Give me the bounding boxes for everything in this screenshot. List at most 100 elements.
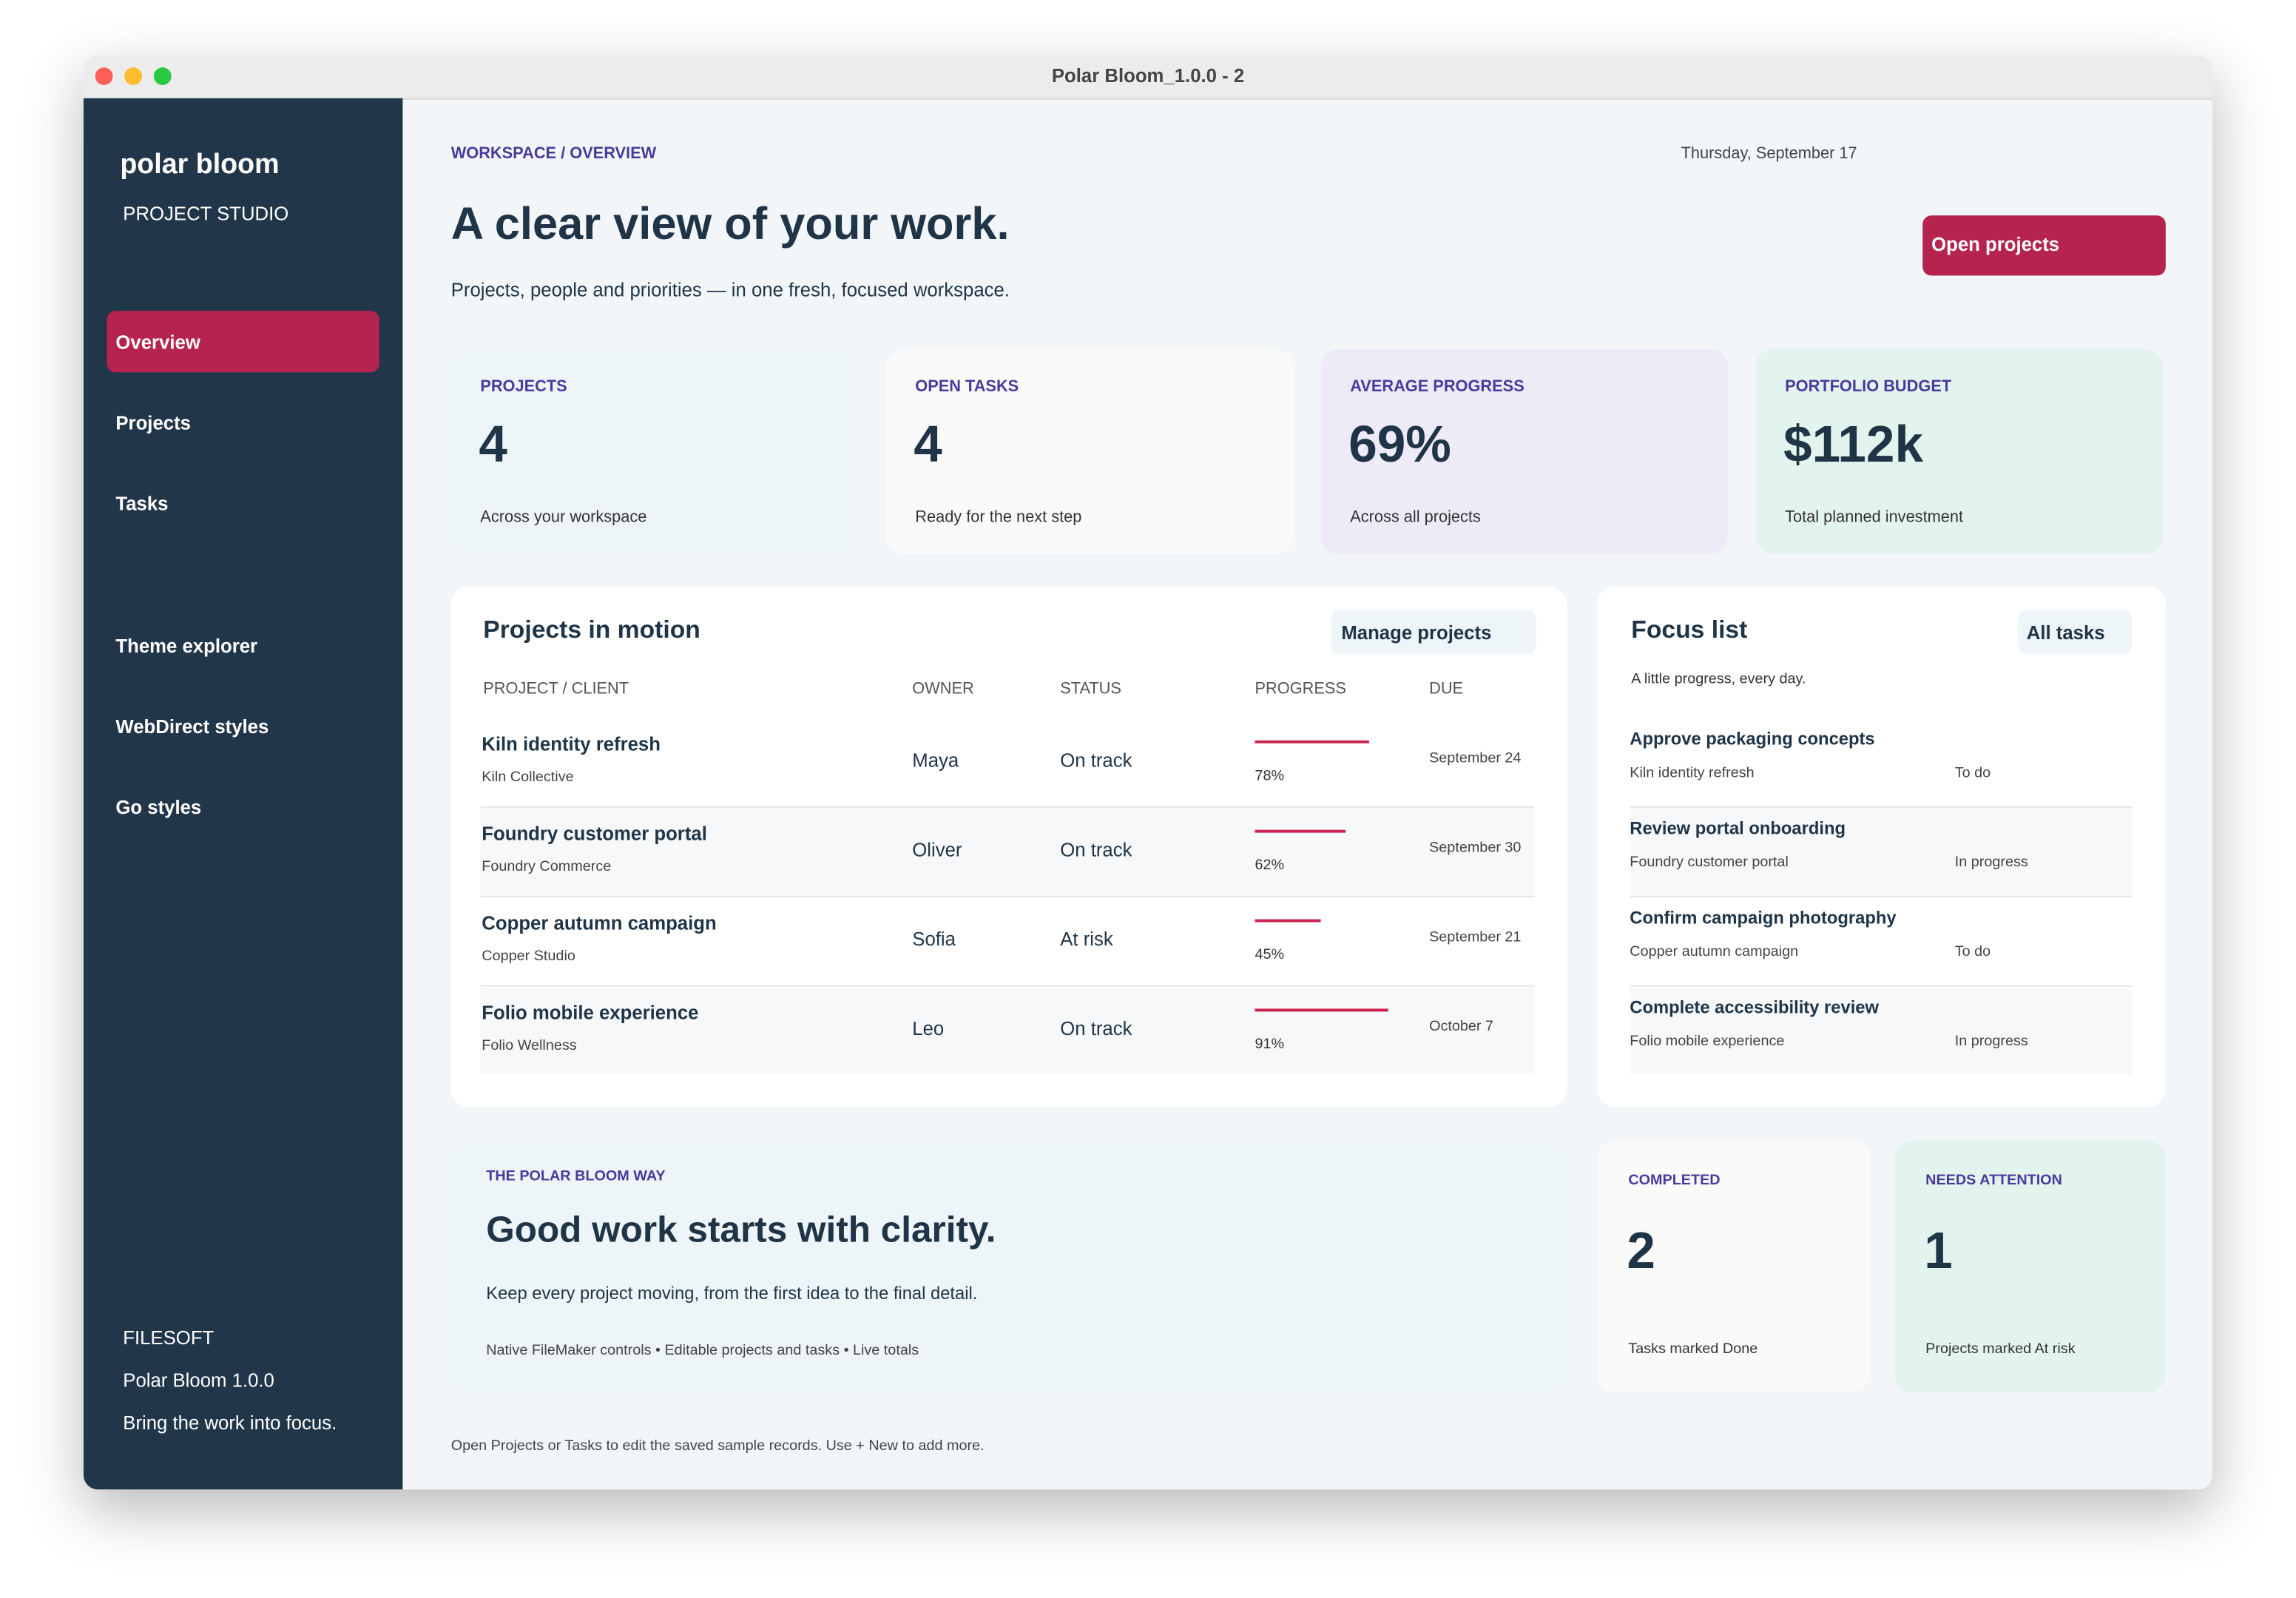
stat-label: NEEDS ATTENTION xyxy=(1925,1173,2062,1190)
task-status: To do xyxy=(1954,765,1991,782)
status: At risk xyxy=(1060,928,1113,951)
stat-card: AVERAGE PROGRESS 69% Across all projects xyxy=(1320,348,1728,555)
table-row[interactable]: Foundry customer portal Foundry Commerce O… xyxy=(480,807,1535,897)
focus-item[interactable]: Review portal onboarding Foundry customer… xyxy=(1630,807,2133,897)
open-projects-button[interactable]: Open projects xyxy=(1922,215,2166,276)
nav-item[interactable]: Projects xyxy=(107,391,379,453)
status: On track xyxy=(1060,838,1132,861)
stat-value: 2 xyxy=(1627,1222,1655,1281)
brand-subtitle: PROJECT STUDIO xyxy=(123,202,289,225)
zoom-button[interactable] xyxy=(153,67,172,85)
progress-bar xyxy=(1255,740,1369,744)
nav-item[interactable]: Tasks xyxy=(107,472,379,533)
stat-note: Across all projects xyxy=(1350,508,1481,527)
progress-bar xyxy=(1255,1008,1388,1012)
side-link[interactable]: WebDirect styles xyxy=(115,715,269,738)
task-project: Folio mobile experience xyxy=(1630,1034,1785,1050)
button-label: All tasks xyxy=(2026,621,2105,644)
button-label: Open projects xyxy=(1931,233,2060,255)
task-name: Approve packaging concepts xyxy=(1630,728,1875,749)
projects-card: Projects in motion Manage projects PROJECT… xyxy=(450,586,1567,1108)
focus-item[interactable]: Approve packaging concepts Kiln identity … xyxy=(1630,718,2133,808)
column-header: PROGRESS xyxy=(1255,680,1346,698)
column-header: DUE xyxy=(1429,680,1464,698)
stat-note: Total planned investment xyxy=(1785,508,1964,527)
window-title: Polar Bloom_1.0.0 - 2 xyxy=(1051,64,1245,87)
focus-card: Focus list All tasks A little progress, ev… xyxy=(1597,586,2166,1108)
page-title: A clear view of your work. xyxy=(450,198,1010,249)
banner-eyebrow: THE POLAR BLOOM WAY xyxy=(486,1168,666,1185)
focus-item[interactable]: Confirm campaign photography Copper autum… xyxy=(1630,897,2133,987)
stat-value: 4 xyxy=(479,416,507,474)
column-header: OWNER xyxy=(912,680,974,698)
footnote: Open Projects or Tasks to edit the saved… xyxy=(450,1438,985,1454)
mini-stat-card: COMPLETED 2 Tasks marked Done xyxy=(1597,1140,1870,1393)
project-name: Foundry customer portal xyxy=(482,822,707,845)
progress-label: 62% xyxy=(1255,857,1285,874)
banner-title: Good work starts with clarity. xyxy=(486,1209,996,1251)
stat-note: Tasks marked Done xyxy=(1628,1341,1758,1358)
stat-card: PORTFOLIO BUDGET $112k Total planned inves… xyxy=(1755,348,2163,555)
stat-value: 1 xyxy=(1924,1222,1953,1281)
owner: Maya xyxy=(912,749,959,772)
due: September 21 xyxy=(1429,929,1522,946)
column-header: PROJECT / CLIENT xyxy=(483,680,629,698)
title-bar: Polar Bloom_1.0.0 - 2 xyxy=(83,55,2213,100)
owner: Oliver xyxy=(912,838,962,861)
task-status: In progress xyxy=(1954,1034,2028,1050)
client: Foundry Commerce xyxy=(482,859,612,876)
all-tasks-button[interactable]: All tasks xyxy=(2017,610,2133,654)
banner-features: Native FileMaker controls • Editable pro… xyxy=(486,1343,919,1360)
stat-label: OPEN TASKS xyxy=(915,378,1019,397)
task-name: Review portal onboarding xyxy=(1630,817,1846,839)
side-link[interactable]: Theme explorer xyxy=(115,635,258,657)
stat-note: Projects marked At risk xyxy=(1925,1341,2076,1358)
owner: Leo xyxy=(912,1017,945,1040)
owner: Sofia xyxy=(912,928,956,951)
table-row[interactable]: Copper autumn campaign Copper Studio Sofia… xyxy=(480,897,1535,987)
stat-label: COMPLETED xyxy=(1628,1173,1721,1190)
table-row[interactable]: Folio mobile experience Folio Wellness Leo… xyxy=(480,986,1535,1075)
project-name: Folio mobile experience xyxy=(482,1001,699,1024)
banner: THE POLAR BLOOM WAY Good work starts with… xyxy=(450,1140,1567,1393)
progress-label: 91% xyxy=(1255,1036,1285,1053)
nav-label: Overview xyxy=(115,331,200,354)
due: October 7 xyxy=(1429,1019,1494,1036)
side-footer: Bring the work into focus. xyxy=(123,1412,337,1435)
stat-label: PROJECTS xyxy=(480,378,567,397)
client: Copper Studio xyxy=(482,948,575,965)
nav-item[interactable]: Overview xyxy=(107,311,379,373)
progress-bar xyxy=(1255,829,1346,833)
due: September 30 xyxy=(1429,840,1522,857)
progress-bar xyxy=(1255,919,1321,923)
focus-item[interactable]: Complete accessibility review Folio mobil… xyxy=(1630,986,2133,1075)
side-link[interactable]: Go styles xyxy=(115,796,202,818)
task-status: To do xyxy=(1954,944,1991,961)
mini-stat-card: NEEDS ATTENTION 1 Projects marked At risk xyxy=(1894,1140,2166,1393)
project-name: Copper autumn campaign xyxy=(482,911,717,934)
manage-button[interactable]: Manage projects xyxy=(1331,610,1536,654)
page-subtitle: Projects, people and priorities — in one… xyxy=(450,278,1010,301)
task-name: Confirm campaign photography xyxy=(1630,907,1897,928)
table-row[interactable]: Kiln identity refresh Kiln Collective Maya… xyxy=(480,718,1535,808)
task-project: Copper autumn campaign xyxy=(1630,944,1799,961)
task-project: Foundry customer portal xyxy=(1630,854,1789,872)
status: On track xyxy=(1060,749,1132,772)
stat-value: $112k xyxy=(1783,416,1924,474)
stat-note: Ready for the next step xyxy=(915,508,1082,527)
close-button[interactable] xyxy=(95,67,113,85)
progress-label: 78% xyxy=(1255,768,1285,785)
side-footer: FILESOFT xyxy=(123,1326,215,1349)
stat-value: 69% xyxy=(1348,416,1451,474)
minimize-button[interactable] xyxy=(124,67,143,85)
due: September 24 xyxy=(1429,750,1522,767)
stat-card: PROJECTS 4 Across your workspace xyxy=(450,348,859,555)
date: Thursday, September 17 xyxy=(1681,145,1857,163)
stat-card: OPEN TASKS 4 Ready for the next step xyxy=(885,348,1293,555)
brand: polar bloom xyxy=(120,149,280,181)
column-header: STATUS xyxy=(1060,680,1121,698)
project-name: Kiln identity refresh xyxy=(482,732,661,755)
stat-label: PORTFOLIO BUDGET xyxy=(1785,378,1952,397)
